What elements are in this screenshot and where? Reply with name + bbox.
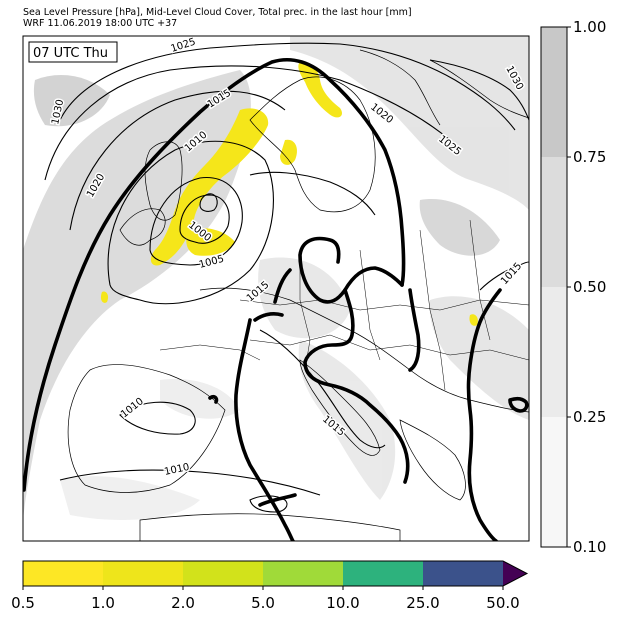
cloud-colorbar-tick: 0.75: [573, 148, 607, 166]
isobar: [119, 401, 196, 435]
precip-colorbar: [22, 560, 529, 590]
isobar-1015: [273, 268, 292, 304]
precip-colorbar-tick: 10.0: [326, 594, 360, 612]
coastline: [429, 59, 529, 119]
country-border: [469, 219, 491, 341]
precip-colorbar-segment: [183, 561, 263, 586]
isobar: [259, 329, 386, 449]
isobar: [69, 90, 286, 231]
map-frame: [22, 35, 530, 542]
isobar-1015: [23, 57, 406, 492]
cloud-area: [160, 379, 240, 419]
cloud-area: [290, 36, 529, 210]
cloud-area: [258, 257, 350, 339]
precip-colorbar-segment: [103, 561, 183, 586]
isobar: [107, 140, 274, 305]
coastline: [119, 208, 166, 246]
country-border: [239, 299, 529, 311]
isobar-layer: [44, 42, 529, 513]
cloud-colorbar-segment: [541, 27, 567, 157]
precip-area: [100, 291, 109, 303]
precip-colorbar-segment: [423, 561, 503, 586]
precip-colorbar-frame: [22, 560, 529, 587]
coastline: [67, 364, 226, 493]
isobar: [59, 469, 321, 496]
isobar-1015: [208, 395, 219, 404]
isobar-1015: [508, 396, 529, 413]
isobar: [149, 176, 243, 266]
precip-colorbar-segment: [23, 561, 103, 586]
isobar-1015: [258, 493, 297, 507]
isobar-1015: [466, 288, 502, 541]
precip-colorbar-tick: 0.5: [11, 594, 35, 612]
isobar: [249, 171, 376, 216]
cloud-area: [298, 340, 396, 500]
country-border: [159, 344, 261, 361]
precip-colorbar-extend-arrow: [503, 561, 527, 586]
precip-area: [280, 139, 297, 165]
model-run-info: WRF 11.06.2019 18:00 UTC +37: [23, 18, 178, 29]
coastline: [299, 359, 381, 456]
coastline-layer: [67, 49, 529, 541]
cloud-colorbar-tick: 0.10: [573, 538, 607, 556]
isobar: [59, 42, 516, 131]
cloud-colorbar-tick: 0.25: [573, 408, 607, 426]
precip-colorbar-segment: [343, 561, 423, 586]
precip-colorbar-segment: [263, 561, 343, 586]
isobar-1015: [303, 288, 410, 484]
precip-colorbar-tick: 50.0: [486, 594, 520, 612]
isobar: [44, 65, 451, 181]
isobar-1015: [298, 236, 404, 304]
cloud-colorbar-segment: [541, 417, 567, 547]
precip-area: [469, 314, 478, 326]
isobar: [199, 193, 218, 212]
bold-isobar-layer: [23, 57, 529, 541]
precip-colorbar-tick: 2.0: [171, 594, 195, 612]
isobar-1015: [408, 288, 421, 372]
time-label-box: [28, 41, 118, 63]
isobar-1015: [234, 318, 295, 541]
cloud-area: [33, 75, 111, 127]
isobar: [479, 261, 529, 291]
map-title: Sea Level Pressure [hPa], Mid-Level Clou…: [23, 7, 412, 18]
coastline: [144, 141, 183, 221]
precip-colorbar-tick: 1.0: [91, 594, 115, 612]
precip-colorbar-tick: 25.0: [406, 594, 440, 612]
cloud-area: [419, 199, 500, 256]
coastline: [399, 419, 466, 501]
cloud-colorbar-tick: 0.50: [573, 278, 607, 296]
isobar: [179, 194, 230, 244]
time-label: 07 UTC Thu: [33, 46, 108, 61]
cloud-area: [429, 296, 529, 420]
precip-area: [298, 61, 343, 118]
cloud-area: [60, 476, 200, 520]
coastline: [139, 513, 401, 541]
precip-colorbar-tick: 5.0: [251, 594, 275, 612]
country-border: [249, 334, 529, 361]
cloud-colorbar-segment: [541, 157, 567, 287]
cloud-cover-colorbar: [540, 26, 571, 548]
cloud-colorbar-segment: [541, 287, 567, 417]
map-panel: 1025 1030 1015 1020 1010 1005 1000 1020 …: [22, 35, 530, 542]
coastline: [249, 76, 376, 213]
cloud-colorbar-tick: 1.00: [573, 18, 607, 36]
coastline: [359, 49, 441, 126]
country-border: [419, 229, 446, 391]
isobar: [429, 59, 529, 121]
isobar-1015: [253, 312, 284, 322]
